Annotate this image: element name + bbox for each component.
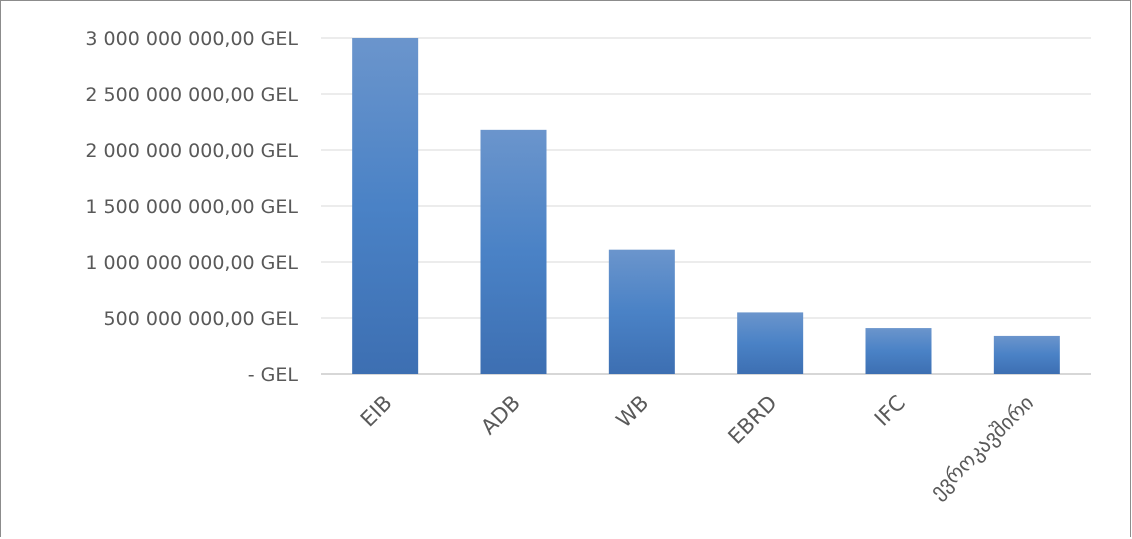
x-category-label: IFC	[870, 391, 910, 431]
bar-6	[993, 335, 1060, 374]
y-tick-label: 2 000 000 000,00 GEL	[85, 140, 298, 162]
bar-3	[608, 249, 675, 374]
gridlines	[321, 37, 1091, 375]
y-tick-label: 3 000 000 000,00 GEL	[85, 28, 298, 50]
y-tick-label: 1 000 000 000,00 GEL	[85, 252, 298, 274]
x-category-label: EBRD	[723, 391, 781, 449]
x-category-label: ევროკავშირი	[925, 391, 1038, 504]
bar-5	[865, 328, 932, 374]
y-tick-label: 2 500 000 000,00 GEL	[85, 84, 298, 106]
y-axis-tick-labels: - GEL 500 000 000,00 GEL 1 000 000 000,00 …	[85, 28, 298, 386]
y-tick-label: 500 000 000,00 GEL	[104, 308, 299, 330]
y-tick-label: 1 500 000 000,00 GEL	[85, 196, 298, 218]
bar-2	[480, 129, 547, 374]
x-category-label: WB	[612, 391, 654, 433]
x-category-label: ADB	[476, 391, 525, 440]
bar-4	[737, 312, 804, 374]
x-axis-category-labels: EIB ADB WB EBRD IFC ევროკავშირი	[356, 391, 1039, 504]
bars	[352, 38, 1060, 374]
x-category-label: EIB	[356, 391, 397, 432]
bar-1	[352, 38, 419, 374]
y-tick-label: - GEL	[248, 364, 299, 386]
